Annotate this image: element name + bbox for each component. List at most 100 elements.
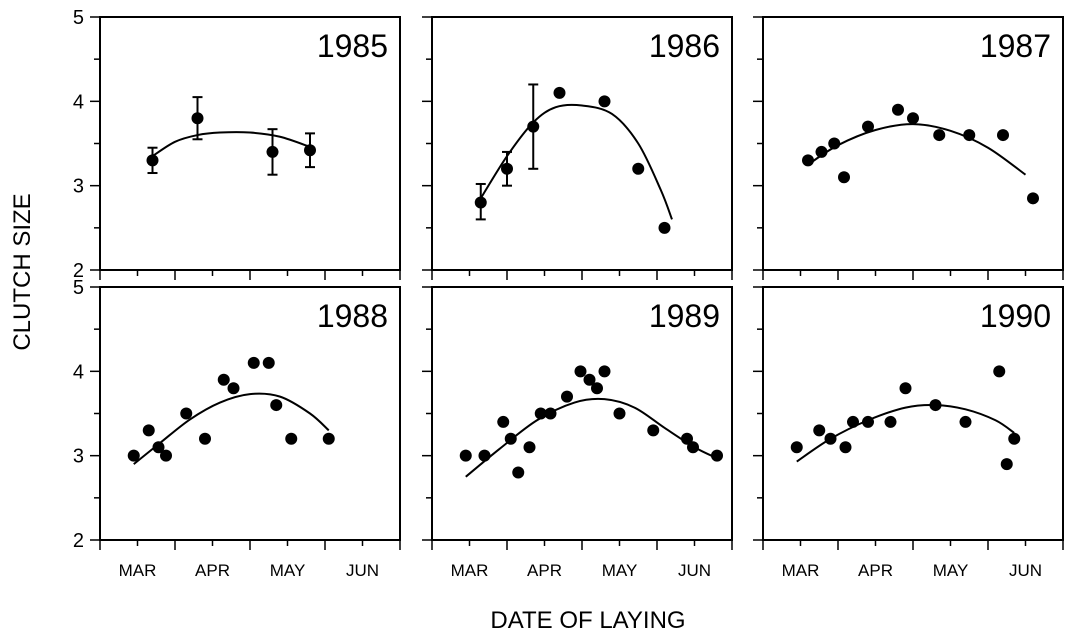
y-tick-label: 3	[73, 446, 84, 468]
data-point	[497, 415, 510, 428]
data-point	[892, 103, 904, 116]
data-point	[523, 441, 536, 454]
data-point	[802, 154, 814, 167]
month-label: MAY	[933, 561, 969, 580]
data-point	[838, 171, 850, 184]
month-label: MAY	[270, 561, 306, 580]
data-point	[647, 424, 660, 437]
data-point	[1027, 192, 1039, 205]
panel-year-label: 1990	[980, 298, 1051, 334]
data-point	[262, 356, 275, 369]
data-point	[553, 86, 566, 99]
data-point	[561, 390, 573, 403]
panel-year-label: 1986	[649, 28, 720, 64]
data-point	[544, 407, 557, 420]
y-tick-label: 4	[73, 361, 84, 383]
panel-year-label: 1987	[980, 28, 1051, 64]
month-label: MAR	[782, 561, 820, 580]
data-point	[142, 424, 155, 437]
fit-curve	[479, 103, 673, 220]
data-point	[862, 415, 874, 428]
data-point	[199, 432, 211, 445]
panel-year-label: 1988	[317, 298, 388, 334]
data-point	[501, 162, 513, 175]
data-point	[899, 382, 912, 395]
panel-1985: 2 3 4 5 1985	[73, 7, 401, 282]
data-point	[933, 129, 946, 142]
month-label: JUN	[346, 561, 379, 580]
y-tick-label: 2	[73, 260, 84, 282]
month-label: MAR	[119, 561, 157, 580]
panel-1987: 1987	[753, 16, 1064, 280]
data-point	[574, 365, 587, 378]
data-point	[160, 449, 172, 462]
data-point	[227, 382, 240, 395]
panel-1990: MAR APR MAY JUN 1990	[753, 286, 1064, 580]
data-point	[583, 373, 596, 386]
data-point	[711, 449, 723, 462]
fit-curve	[465, 397, 718, 478]
data-point	[598, 95, 611, 108]
y-tick-label: 5	[73, 7, 84, 29]
y-tick-label: 3	[73, 176, 84, 198]
data-point	[534, 407, 547, 420]
y-tick-label: 4	[73, 91, 84, 113]
data-point	[658, 221, 671, 234]
data-point	[478, 449, 491, 462]
data-point	[322, 432, 335, 445]
fit-curve	[133, 392, 330, 465]
data-point	[1008, 432, 1021, 445]
data-point	[180, 407, 193, 420]
data-point	[152, 441, 165, 454]
data-point	[847, 415, 859, 428]
panel-1989: MAR APR MAY JUN 1989	[422, 286, 733, 580]
data-point	[815, 145, 828, 158]
panel-year-label: 1985	[317, 28, 388, 64]
panel-grid: 2 3 4 5 1985 1986 1987 2 3 4 5 MAR APR MAY JUN 1988 MAR A…	[73, 7, 1064, 580]
month-label: MAR	[451, 561, 489, 580]
data-point	[527, 120, 540, 133]
data-point	[613, 407, 626, 420]
data-point	[191, 112, 204, 125]
month-label: JUN	[678, 561, 711, 580]
data-point	[247, 356, 260, 369]
data-point	[790, 441, 803, 454]
data-point	[929, 399, 942, 412]
data-point	[591, 382, 603, 395]
data-point	[127, 449, 140, 462]
panel-1988: 2 3 4 5 MAR APR MAY JUN 1988	[73, 277, 401, 580]
data-point	[474, 196, 487, 209]
data-point	[504, 432, 517, 445]
data-point	[146, 154, 159, 167]
data-point	[884, 415, 897, 428]
data-point	[632, 162, 645, 175]
data-point	[687, 441, 699, 454]
month-label: MAY	[602, 561, 638, 580]
data-point	[285, 432, 298, 445]
data-point	[681, 432, 693, 445]
data-point	[824, 432, 837, 445]
data-point	[839, 441, 852, 454]
month-label: APR	[527, 561, 562, 580]
y-tick-label: 2	[73, 530, 84, 552]
month-label: APR	[858, 561, 893, 580]
data-point	[1000, 458, 1013, 471]
data-point	[598, 365, 611, 378]
y-tick-label: 5	[73, 277, 84, 299]
data-point	[512, 466, 525, 479]
data-point	[270, 399, 283, 412]
data-point	[828, 137, 841, 150]
month-label: APR	[195, 561, 230, 580]
data-point	[813, 424, 826, 437]
panel-1986: 1986	[422, 16, 733, 280]
data-point	[907, 112, 919, 125]
month-label: JUN	[1009, 561, 1042, 580]
fit-curve	[807, 123, 1027, 176]
data-point	[993, 365, 1006, 378]
data-point	[862, 120, 874, 133]
data-point	[304, 144, 316, 157]
data-point	[459, 449, 472, 462]
data-point	[997, 129, 1009, 142]
fit-curve	[151, 131, 311, 157]
